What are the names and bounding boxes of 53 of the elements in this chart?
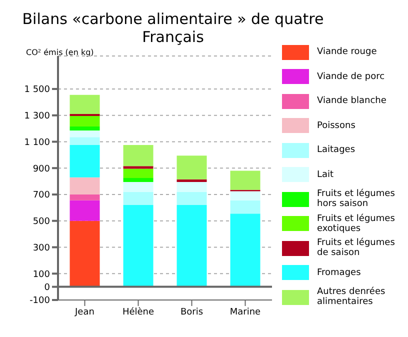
bar [123, 205, 154, 287]
bar [70, 116, 100, 127]
y-tick-label: 1 300 [24, 112, 50, 122]
x-tick-label: Hélène [122, 306, 154, 318]
y-axis-title: CO² émis (en kg) [26, 48, 94, 57]
bar [70, 130, 100, 138]
bar [123, 192, 154, 206]
bar [70, 126, 100, 131]
legend-label: Fruits et légumes exotiques [317, 214, 396, 234]
bar [230, 200, 260, 214]
legend-label: Fruits et légumes de saison [317, 238, 396, 258]
y-tick-label: 1 500 [24, 85, 50, 96]
y-tick-label: 100 [32, 270, 50, 280]
y-tick-label: 500 [32, 217, 50, 228]
x-tick-label: Boris [180, 307, 204, 318]
legend-label: Autres denrées alimentaires [317, 287, 386, 308]
bar [70, 145, 100, 178]
y-tick-label: 0 [44, 283, 50, 294]
legend-label: Lait [317, 170, 334, 180]
legend-label: Fromages [317, 268, 361, 278]
bar [230, 191, 260, 200]
bar [176, 156, 207, 180]
bar [70, 177, 100, 194]
bar [123, 166, 154, 169]
bar [176, 179, 207, 182]
legend-label: Fruits et légumes hors saison [317, 189, 396, 210]
bar [70, 94, 100, 114]
bar [230, 214, 260, 287]
bar [70, 200, 100, 221]
y-tick-label: 700 [32, 190, 50, 201]
bar [123, 168, 154, 178]
x-tick-label: Jean [74, 307, 94, 318]
legend-label: Viande blanche [317, 96, 386, 106]
bar [70, 137, 100, 146]
y-tick-label: 900 [32, 164, 50, 174]
bar [123, 145, 154, 166]
bar [176, 192, 207, 206]
y-tick-label: 300 [32, 243, 50, 254]
bar [230, 170, 260, 190]
legend-label: Poissons [317, 120, 356, 131]
y-tick-label: -100 [30, 296, 50, 306]
bar [70, 194, 100, 200]
legend-label: Laitages [317, 145, 356, 156]
x-tick-label: Marine [230, 307, 262, 318]
bar [176, 182, 207, 192]
bar [176, 205, 207, 287]
y-tick-label: 1 100 [24, 138, 50, 148]
legend-label: Viande rouge [317, 47, 377, 58]
bar [123, 182, 154, 192]
bar [70, 220, 100, 287]
chart-title: Bilans «carbone alimentaire » de quatre Français [21, 10, 325, 46]
legend-label: Viande de porc [317, 72, 385, 82]
bar [123, 178, 154, 182]
